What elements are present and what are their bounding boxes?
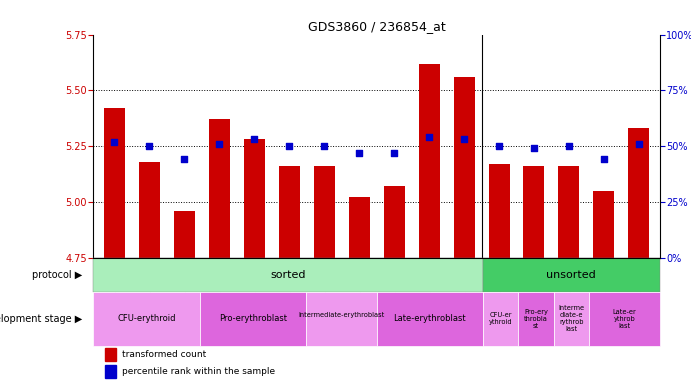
Bar [628,128,650,258]
Point [459,136,470,142]
Bar [419,64,439,258]
Bar [377,292,483,346]
Point [249,136,260,142]
Text: sorted: sorted [270,270,306,280]
Bar [173,211,195,258]
Bar [483,292,518,346]
Bar [305,292,377,346]
Bar [244,139,265,258]
Text: protocol ▶: protocol ▶ [32,270,82,280]
Point [388,150,399,156]
Point [598,156,609,162]
Point [563,143,574,149]
Bar [349,197,370,258]
Bar [93,258,483,292]
Bar [384,186,404,258]
Point [144,143,155,149]
Bar [594,191,614,258]
Bar [209,119,229,258]
Point [319,143,330,149]
Point [283,143,294,149]
Bar [104,108,125,258]
Bar [104,365,116,379]
Text: unsorted: unsorted [547,270,596,280]
Bar [553,292,589,346]
Text: Intermediate-erythroblast: Intermediate-erythroblast [298,312,384,325]
Bar [483,258,660,292]
Text: percentile rank within the sample: percentile rank within the sample [122,367,275,376]
Bar [93,292,200,346]
Bar [489,164,509,258]
Text: Late-er
ythrob
last: Late-er ythrob last [613,309,636,329]
Title: GDS3860 / 236854_at: GDS3860 / 236854_at [307,20,446,33]
Text: CFU-erythroid: CFU-erythroid [117,314,176,323]
Point [179,156,190,162]
Point [108,139,120,145]
Point [214,141,225,147]
Point [424,134,435,140]
Text: transformed count: transformed count [122,350,206,359]
Text: CFU-er
ythroid: CFU-er ythroid [489,312,512,325]
Bar [139,162,160,258]
Bar [524,166,545,258]
Bar [518,292,553,346]
Text: Pro-erythroblast: Pro-erythroblast [218,314,287,323]
Point [493,143,504,149]
Bar [453,77,475,258]
Bar [200,292,305,346]
Bar [314,166,334,258]
Text: Interme
diate-e
rythrob
last: Interme diate-e rythrob last [558,305,585,333]
Point [634,141,645,147]
Point [529,145,540,151]
Text: development stage ▶: development stage ▶ [0,314,82,324]
Text: Late-erythroblast: Late-erythroblast [393,314,466,323]
Bar [558,166,580,258]
Text: Pro-ery
throbla
st: Pro-ery throbla st [524,309,548,329]
Point [354,150,365,156]
Bar [104,348,116,361]
Bar [589,292,660,346]
Bar [278,166,300,258]
